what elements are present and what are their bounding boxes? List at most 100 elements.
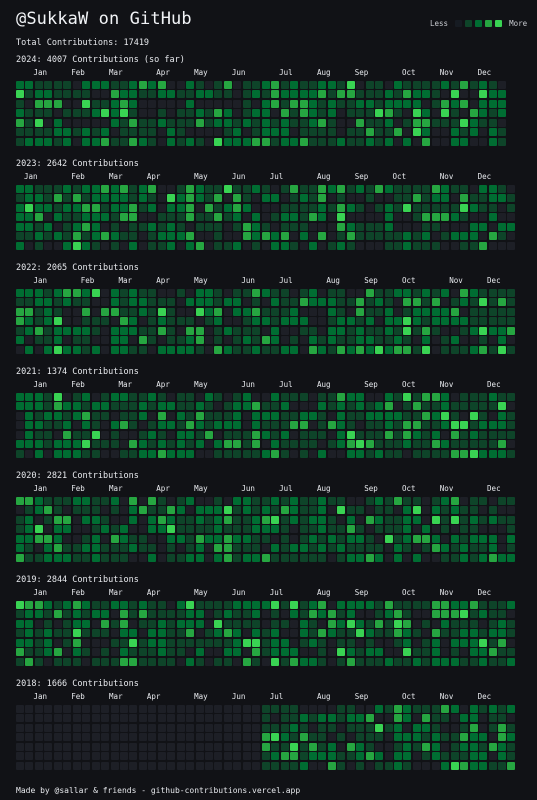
contribution-cell[interactable] [148,638,157,647]
contribution-cell[interactable] [82,90,91,99]
contribution-cell[interactable] [129,213,138,222]
contribution-cell[interactable] [346,345,355,354]
contribution-cell[interactable] [497,421,506,430]
contribution-cell[interactable] [214,402,223,411]
contribution-cell[interactable] [44,752,53,761]
contribution-cell[interactable] [412,90,421,99]
contribution-cell[interactable] [318,241,327,250]
contribution-cell[interactable] [394,317,402,326]
contribution-cell[interactable] [403,610,412,619]
contribution-cell[interactable] [394,601,402,609]
contribution-cell[interactable] [63,307,72,316]
contribution-cell[interactable] [233,497,242,505]
contribution-cell[interactable] [148,99,157,108]
contribution-cell[interactable] [176,610,185,619]
contribution-cell[interactable] [91,497,100,505]
contribution-cell[interactable] [101,638,110,647]
contribution-cell[interactable] [53,648,62,657]
contribution-cell[interactable] [460,307,469,316]
contribution-cell[interactable] [167,525,176,534]
contribution-cell[interactable] [488,506,497,515]
contribution-cell[interactable] [460,648,469,657]
contribution-cell[interactable] [91,326,100,335]
contribution-cell[interactable] [469,705,478,713]
contribution-cell[interactable] [479,657,488,666]
contribution-cell[interactable] [63,213,72,222]
contribution-cell[interactable] [148,118,157,127]
contribution-cell[interactable] [53,393,62,401]
contribution-cell[interactable] [384,638,393,647]
contribution-cell[interactable] [337,289,346,297]
contribution-cell[interactable] [205,222,213,231]
contribution-cell[interactable] [214,515,223,524]
contribution-cell[interactable] [53,213,62,222]
contribution-cell[interactable] [280,213,289,222]
contribution-cell[interactable] [431,185,440,193]
contribution-cell[interactable] [25,213,34,222]
contribution-cell[interactable] [431,81,440,89]
contribution-cell[interactable] [422,601,431,609]
contribution-cell[interactable] [280,307,289,316]
contribution-cell[interactable] [299,194,308,203]
contribution-cell[interactable] [167,515,176,524]
contribution-cell[interactable] [110,497,119,505]
contribution-cell[interactable] [72,601,81,609]
contribution-cell[interactable] [214,118,223,127]
contribution-cell[interactable] [157,553,166,562]
contribution-cell[interactable] [412,203,421,212]
contribution-cell[interactable] [346,109,355,118]
contribution-cell[interactable] [290,629,299,638]
contribution-cell[interactable] [356,705,365,713]
contribution-cell[interactable] [450,109,459,118]
contribution-cell[interactable] [337,402,346,411]
contribution-cell[interactable] [422,723,431,732]
contribution-cell[interactable] [261,336,270,345]
contribution-cell[interactable] [101,336,110,345]
contribution-cell[interactable] [318,525,327,534]
contribution-cell[interactable] [242,90,251,99]
contribution-cell[interactable] [479,610,488,619]
contribution-cell[interactable] [469,222,478,231]
contribution-cell[interactable] [327,752,336,761]
contribution-cell[interactable] [214,81,223,89]
contribution-cell[interactable] [308,128,317,137]
contribution-cell[interactable] [242,733,251,742]
contribution-cell[interactable] [101,430,110,439]
contribution-cell[interactable] [469,402,478,411]
contribution-cell[interactable] [507,497,516,505]
contribution-cell[interactable] [469,185,478,193]
contribution-cell[interactable] [205,345,213,354]
contribution-cell[interactable] [252,610,261,619]
contribution-cell[interactable] [233,298,242,307]
contribution-cell[interactable] [195,241,204,250]
contribution-cell[interactable] [25,421,34,430]
contribution-cell[interactable] [261,705,270,713]
contribution-cell[interactable] [34,298,43,307]
contribution-cell[interactable] [261,317,270,326]
contribution-cell[interactable] [469,619,478,628]
contribution-cell[interactable] [101,393,110,401]
contribution-cell[interactable] [422,752,431,761]
contribution-cell[interactable] [16,610,24,619]
contribution-cell[interactable] [25,752,34,761]
contribution-cell[interactable] [34,222,43,231]
contribution-cell[interactable] [356,128,365,137]
contribution-cell[interactable] [308,345,317,354]
contribution-cell[interactable] [488,185,497,193]
contribution-cell[interactable] [34,657,43,666]
contribution-cell[interactable] [44,619,53,628]
contribution-cell[interactable] [148,553,157,562]
contribution-cell[interactable] [479,345,488,354]
contribution-cell[interactable] [327,430,336,439]
contribution-cell[interactable] [16,430,24,439]
contribution-cell[interactable] [469,714,478,723]
contribution-cell[interactable] [44,289,53,297]
contribution-cell[interactable] [252,345,261,354]
contribution-cell[interactable] [290,761,299,770]
contribution-cell[interactable] [365,345,374,354]
contribution-cell[interactable] [497,449,506,458]
contribution-cell[interactable] [441,619,450,628]
contribution-cell[interactable] [214,411,223,420]
contribution-cell[interactable] [157,128,166,137]
contribution-cell[interactable] [167,638,176,647]
